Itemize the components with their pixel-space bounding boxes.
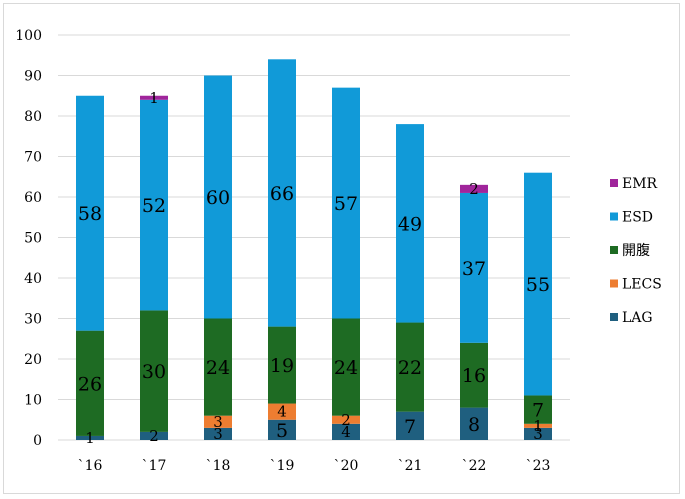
legend-label: EMR	[622, 176, 658, 192]
x-tick-label: `21	[398, 458, 423, 474]
data-label: 37	[462, 258, 486, 280]
legend-label: LAG	[622, 310, 653, 326]
data-labels: 1265823052133246054196642245772249816372…	[78, 89, 550, 447]
data-label: 5	[276, 420, 288, 442]
y-tick-label: 90	[24, 69, 42, 85]
y-tick-label: 10	[24, 393, 42, 409]
legend-label: LECS	[622, 277, 662, 293]
bar-segment-ESD	[76, 95, 104, 331]
bar-segment-ESD	[396, 124, 424, 323]
bar-segment-開腹	[268, 326, 296, 404]
bar-segment-LECS	[332, 415, 360, 424]
data-label: 55	[526, 274, 550, 296]
y-tick-label: 60	[24, 190, 42, 206]
bar-segment-開腹	[332, 318, 360, 416]
y-tick-label: 20	[24, 352, 42, 368]
bar-segment-開腹	[204, 318, 232, 416]
bar-segment-LAG	[268, 419, 296, 440]
bar-segment-ESD	[524, 172, 552, 396]
legend-swatch	[610, 179, 618, 187]
x-tick-label: `16	[78, 458, 103, 474]
x-axis: `16 `17 `18 `19 `20 `21 `22 `23	[78, 458, 551, 474]
bar-segment-開腹	[396, 322, 424, 412]
bar-segment-開腹	[524, 395, 552, 424]
data-label: 3	[213, 413, 223, 431]
data-label: 1	[533, 417, 543, 435]
y-axis: 0 10 20 30 40 50 60 70 80 90 100	[15, 28, 42, 449]
bar-segment-ESD	[204, 75, 232, 319]
data-label: 52	[142, 195, 166, 217]
bar-segment-EMR	[140, 95, 168, 100]
bar-segment-LECS	[524, 423, 552, 428]
bar-segment-LAG	[332, 423, 360, 440]
bar-segment-ESD	[460, 192, 488, 343]
data-label: 57	[334, 193, 358, 215]
data-label: 24	[334, 357, 358, 379]
x-tick-label: `17	[142, 458, 167, 474]
bar-segment-LAG	[396, 411, 424, 440]
bar-segment-LAG	[460, 407, 488, 440]
data-label: 7	[404, 416, 416, 438]
data-label: 49	[398, 213, 422, 235]
bar-segment-LAG	[140, 431, 168, 440]
x-tick-label: `18	[206, 458, 231, 474]
data-label: 1	[85, 429, 95, 447]
x-tick-label: `19	[270, 458, 295, 474]
legend-label: 開腹	[622, 242, 650, 259]
bar-segment-LECS	[204, 415, 232, 428]
data-label: 4	[277, 403, 287, 421]
bar-segment-ESD	[140, 99, 168, 311]
data-label: 60	[206, 187, 230, 209]
data-label: 1	[149, 89, 159, 107]
y-tick-label: 80	[24, 109, 42, 125]
data-label: 16	[462, 365, 486, 387]
data-label: 7	[532, 400, 544, 422]
data-label: 24	[206, 357, 230, 379]
bar-segment-LECS	[268, 403, 296, 420]
y-tick-label: 100	[15, 28, 42, 44]
data-label: 3	[533, 425, 543, 443]
data-label: 19	[270, 355, 294, 377]
bar-segment-LAG	[524, 427, 552, 440]
data-label: 26	[78, 373, 102, 395]
bar-segment-ESD	[268, 59, 296, 327]
gridlines	[58, 34, 570, 441]
data-label: 3	[213, 425, 223, 443]
data-label: 22	[398, 357, 422, 379]
bar-segment-開腹	[460, 342, 488, 408]
y-tick-label: 40	[24, 271, 42, 287]
data-label: 30	[142, 361, 166, 383]
legend-swatch	[610, 313, 618, 321]
legend: EMR ESD 開腹 LECS LAG	[610, 176, 662, 326]
y-tick-label: 0	[33, 433, 42, 449]
data-label: 2	[469, 180, 479, 198]
legend-label: ESD	[622, 210, 653, 226]
bar-segment-開腹	[140, 310, 168, 432]
y-tick-label: 50	[24, 231, 42, 247]
legend-swatch	[610, 246, 618, 254]
data-label: 8	[468, 414, 480, 436]
bar-segment-開腹	[76, 330, 104, 436]
bar-segment-EMR	[460, 184, 488, 193]
x-tick-label: `20	[334, 458, 359, 474]
bar-segment-LAG	[76, 435, 104, 440]
legend-swatch	[610, 212, 618, 221]
data-label: 2	[341, 411, 351, 429]
x-tick-label: `22	[462, 458, 487, 474]
y-tick-label: 30	[24, 312, 42, 328]
bar-segment-LAG	[204, 427, 232, 440]
data-label: 58	[78, 203, 102, 225]
data-label: 4	[341, 423, 351, 441]
legend-swatch	[610, 279, 618, 288]
data-label: 66	[270, 183, 294, 205]
x-tick-label: `23	[526, 458, 551, 474]
data-label: 2	[149, 427, 159, 445]
bars	[76, 59, 552, 440]
bar-segment-ESD	[332, 87, 360, 319]
y-tick-label: 70	[24, 150, 42, 166]
